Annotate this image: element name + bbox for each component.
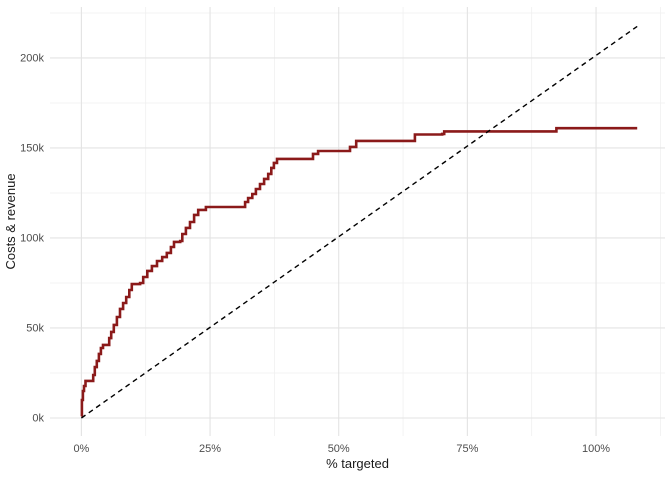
- y-axis-tick-label: 200k: [20, 53, 44, 65]
- y-axis-tick-label: 150k: [20, 143, 44, 155]
- y-axis-tick-label: 0k: [32, 413, 44, 425]
- costs-revenue-step-curve: [80, 126, 638, 418]
- y-axis-title: Costs & revenue: [3, 173, 18, 269]
- x-axis-tick-label: 0%: [73, 443, 89, 455]
- x-axis-title: % targeted: [326, 456, 389, 471]
- x-axis-tick-label: 25%: [199, 443, 221, 455]
- y-axis-tick-label: 50k: [26, 323, 44, 335]
- y-axis-tick-label: 100k: [20, 233, 44, 245]
- x-axis-tick-label: 50%: [328, 443, 350, 455]
- x-axis-tick-label: 100%: [582, 443, 610, 455]
- x-axis-tick-label: 75%: [456, 443, 478, 455]
